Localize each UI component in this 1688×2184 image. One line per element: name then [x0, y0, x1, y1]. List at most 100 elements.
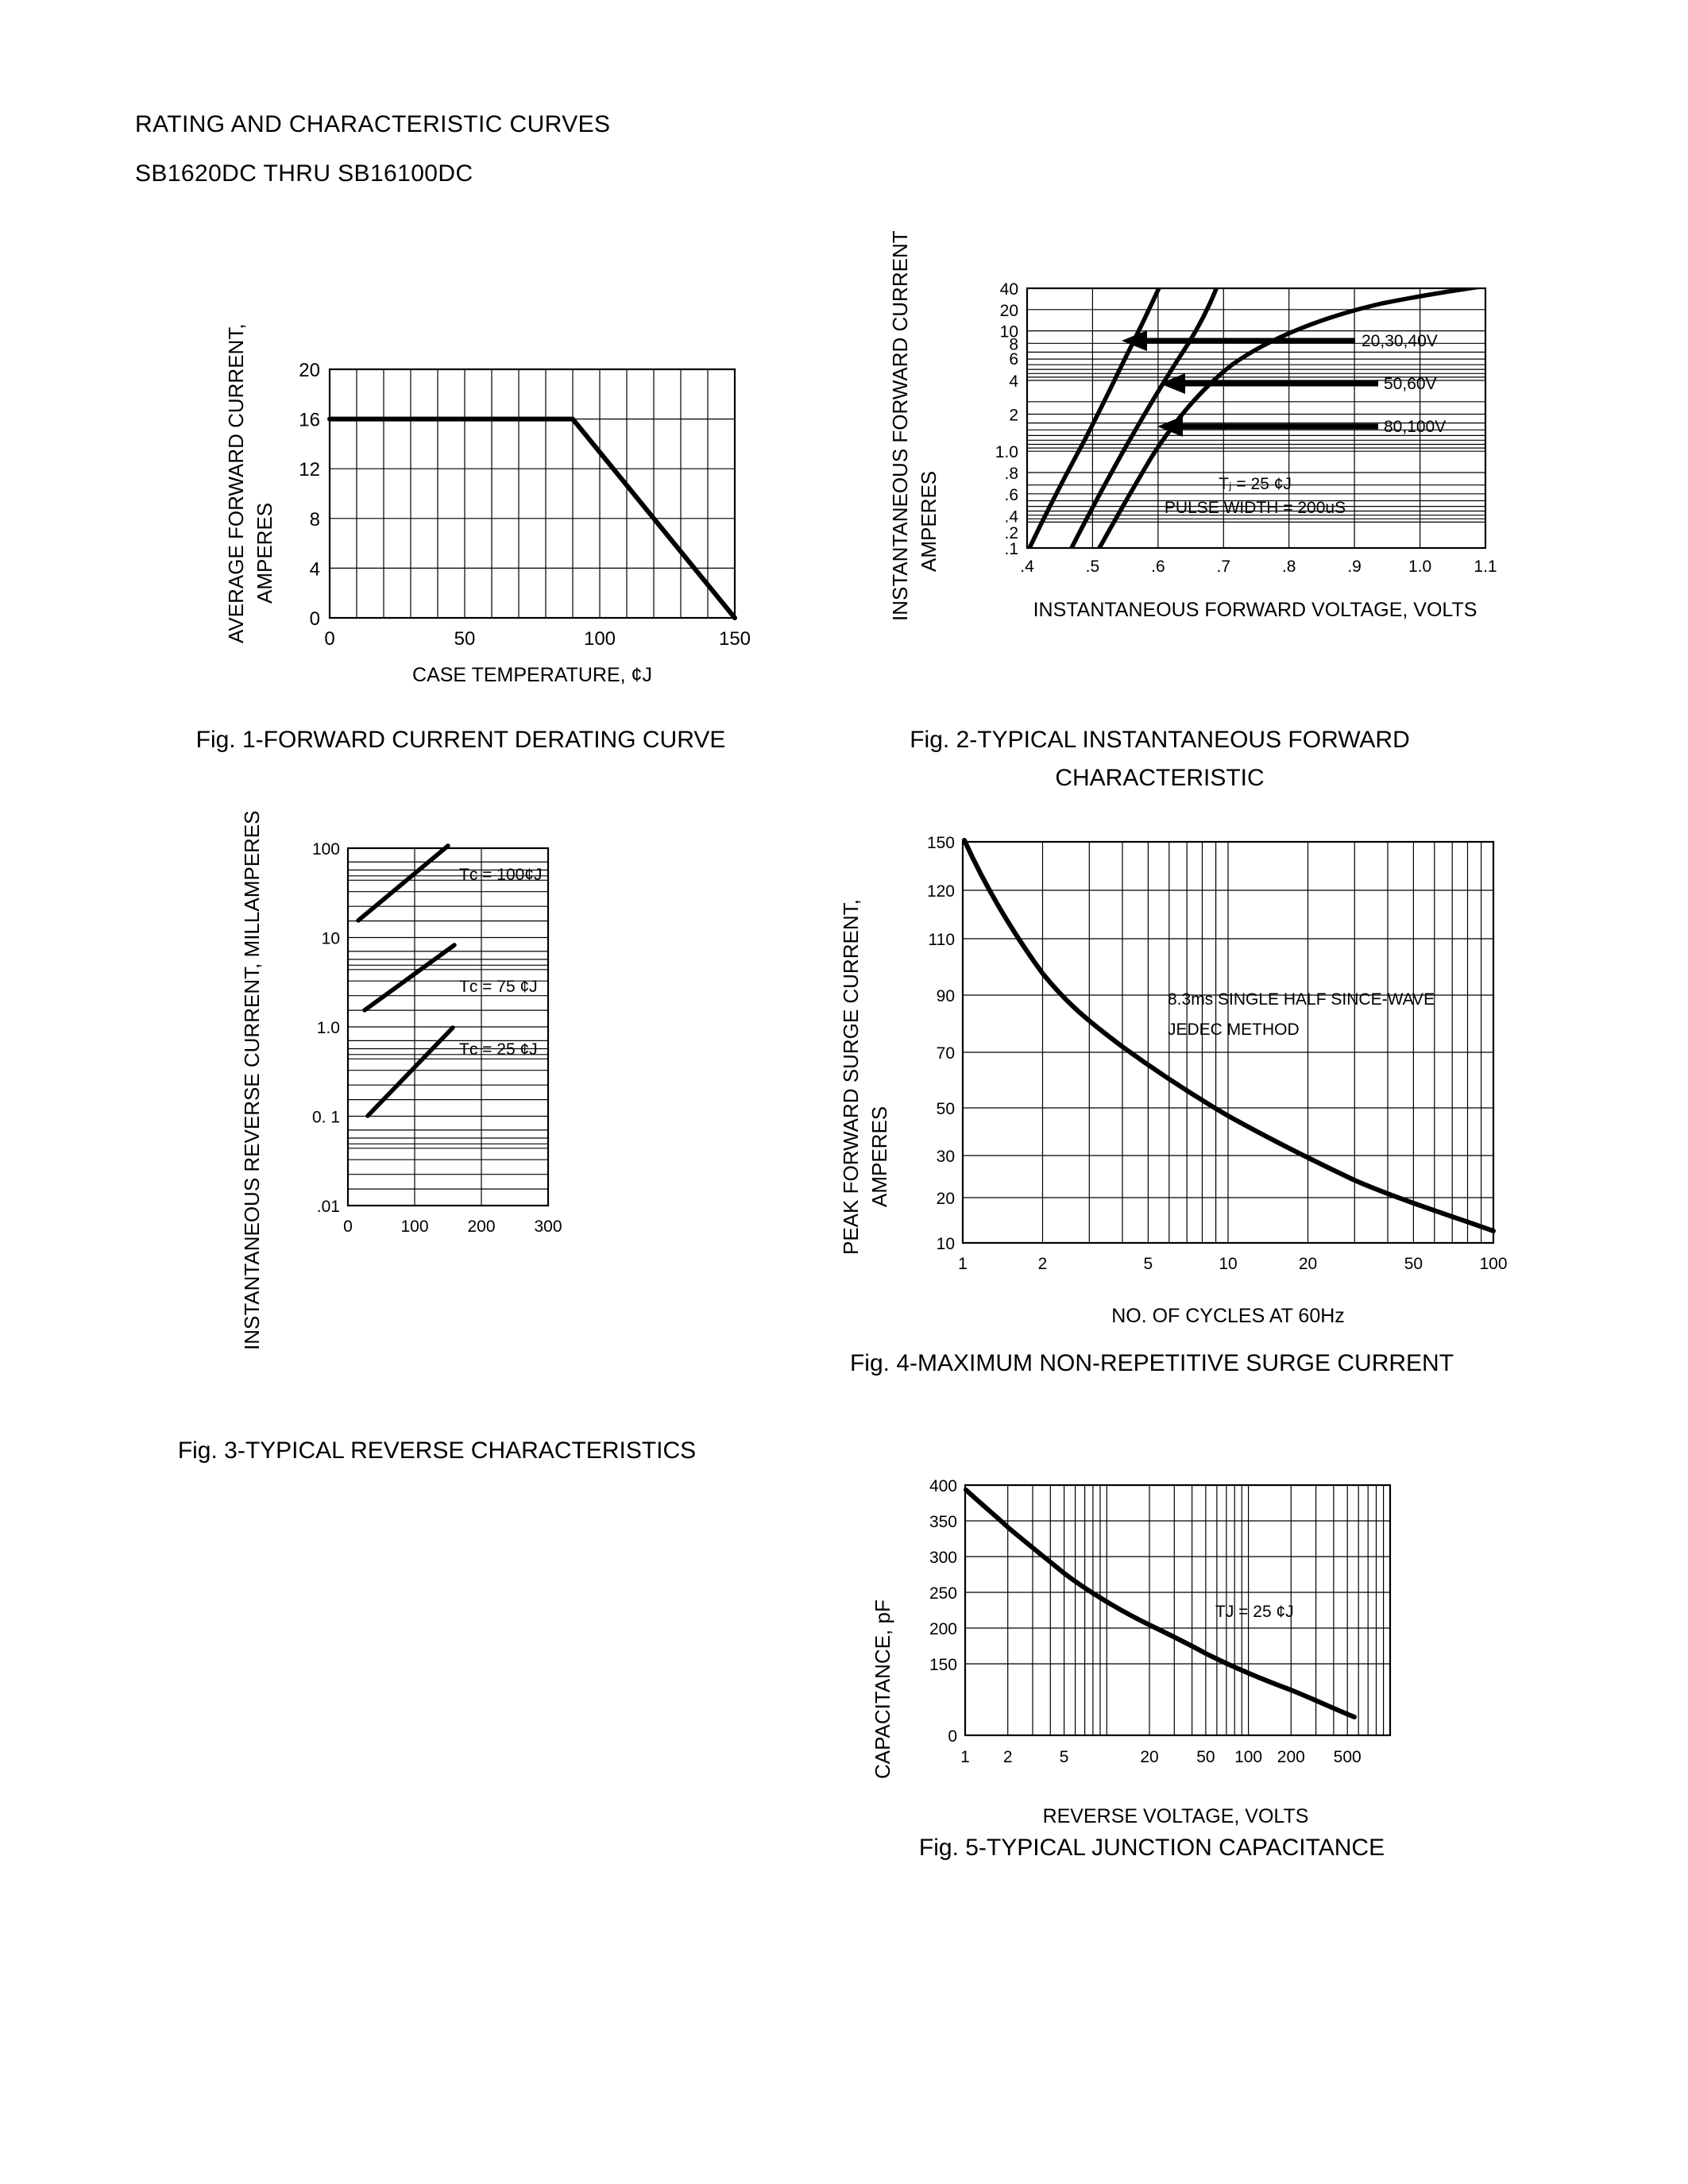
figure-1: AVERAGE FORWARD CURRENT, AMPERES 20 16 1…	[214, 302, 771, 686]
fig5-anno-tj: TJ = 25 ¢J	[1215, 1603, 1294, 1621]
fig5-xtick-2: 2	[1003, 1748, 1013, 1766]
fig4-anno-line1: 8.3ms SINGLE HALF SINCE-WAVE	[1168, 990, 1435, 1009]
fig1-ylabel-line1: AVERAGE FORWARD CURRENT,	[224, 323, 248, 643]
fig4-ytick-90: 90	[937, 987, 955, 1005]
fig5-grid	[964, 1484, 1391, 1736]
figure-4: PEAK FORWARD SURGE CURRENT, AMPERES	[826, 810, 1525, 1327]
fig3-xtick-0: 0	[343, 1217, 353, 1236]
fig4-xtick-100: 100	[1479, 1255, 1507, 1273]
fig2-xtick-.6: .6	[1151, 558, 1165, 576]
fig4-xtick-2: 2	[1038, 1255, 1048, 1273]
fig5-xtick-5: 5	[1060, 1748, 1069, 1766]
fig1-xtick-0: 0	[324, 628, 334, 650]
fig2-ytick-40: 40	[1000, 280, 1018, 299]
fig4-xtick-5: 5	[1144, 1255, 1153, 1273]
fig4-ylabel-line2: AMPERES	[867, 1106, 891, 1207]
fig4-xtick-1: 1	[958, 1255, 968, 1273]
caption-fig3: Fig. 3-TYPICAL REVERSE CHARACTERISTICS	[177, 1437, 697, 1464]
fig1-curve	[327, 416, 737, 620]
fig4-ytick-150: 150	[927, 834, 955, 852]
fig2-anno-tj: Tⱼ = 25 ¢J	[1219, 475, 1292, 493]
caption-fig1: Fig. 1-FORWARD CURRENT DERATING CURVE	[195, 727, 726, 753]
fig1-xtick-50: 50	[454, 628, 476, 650]
fig5-curve	[964, 1488, 1357, 1719]
figure-5: CAPACITANCE, pF	[858, 1461, 1414, 1835]
fig2-ytick-.6: .6	[1004, 486, 1018, 504]
fig3-ytick-0.1: 0. 1	[312, 1109, 340, 1127]
fig5-ytick-150: 150	[929, 1656, 957, 1674]
fig2-anno-pulse-width: PULSE WIDTH = 200uS	[1165, 499, 1346, 517]
fig2-ylabel-line2: AMPERES	[917, 471, 941, 572]
fig2-xtick-1.1: 1.1	[1474, 558, 1497, 576]
fig2-curve-20-30-40v	[1027, 288, 1161, 548]
fig5-xtick-1: 1	[960, 1748, 970, 1766]
figure-2: INSTANTANEOUS FORWARD CURRENT AMPERES	[882, 230, 1517, 667]
fig1-ytick-4: 4	[310, 558, 320, 580]
fig4-ytick-70: 70	[937, 1044, 955, 1063]
fig2-ytick-4: 4	[1009, 372, 1018, 391]
fig3-label-100c: Tᴄ = 100¢J	[459, 866, 542, 884]
fig4-y-axis-label: PEAK FORWARD SURGE CURRENT, AMPERES	[839, 899, 891, 1255]
fig2-xtick-.5: .5	[1086, 558, 1100, 576]
fig2-ytick-6: 6	[1009, 350, 1018, 369]
fig3-xtick-200: 200	[467, 1217, 495, 1236]
fig2-xtick-.7: .7	[1217, 558, 1231, 576]
fig1-ylabel-line2: AMPERES	[253, 503, 276, 604]
fig2-curve-50-60v	[1069, 288, 1219, 548]
page-title: RATING AND CHARACTERISTIC CURVES	[135, 111, 611, 137]
fig4-ytick-10: 10	[937, 1235, 955, 1253]
fig4-ytick-50: 50	[937, 1100, 955, 1118]
fig2-anno-label-2: 50,60V	[1384, 375, 1437, 393]
fig5-ylabel: CAPACITANCE, pF	[871, 1599, 894, 1779]
fig5-xtick-20: 20	[1140, 1748, 1158, 1766]
fig4-ytick-120: 120	[927, 882, 955, 901]
fig2-ytick-2: 2	[1009, 407, 1018, 425]
fig3-label-75c: Tᴄ = 75 ¢J	[459, 978, 538, 996]
fig5-ytick-400: 400	[929, 1477, 957, 1495]
fig1-ytick-20: 20	[299, 360, 320, 381]
fig2-ytick-.8: .8	[1004, 465, 1018, 483]
fig3-ytick-.01: .01	[317, 1198, 340, 1216]
fig1-grid	[329, 369, 736, 619]
fig4-grid	[962, 841, 1494, 1244]
caption-fig5: Fig. 5-TYPICAL JUNCTION CAPACITANCE	[918, 1835, 1385, 1861]
fig1-ytick-0: 0	[310, 608, 320, 630]
fig2-ytick-8: 8	[1009, 335, 1018, 353]
fig3-xtick-100: 100	[400, 1217, 428, 1236]
fig2-annotation-80-100v: 80,100V	[1157, 416, 1446, 437]
fig2-anno-label-3: 80,100V	[1384, 418, 1446, 436]
fig4-anno-line2: JEDEC METHOD	[1168, 1021, 1300, 1039]
fig1-xlabel: CASE TEMPERATURE, ¢J	[412, 664, 652, 686]
fig2-annotation-20-30-40v: 20,30,40V	[1122, 330, 1438, 351]
fig3-curve-75c	[362, 943, 457, 1013]
fig5-ytick-250: 250	[929, 1584, 957, 1603]
fig5-ytick-300: 300	[929, 1549, 957, 1567]
fig3-curve-25c	[365, 1025, 455, 1118]
fig5-xtick-50: 50	[1196, 1748, 1215, 1766]
fig5-xtick-500: 500	[1334, 1748, 1362, 1766]
fig4-xtick-20: 20	[1299, 1255, 1317, 1273]
fig3-xtick-300: 300	[534, 1217, 562, 1236]
fig4-curve	[962, 838, 1496, 1233]
fig3-curve-100c	[356, 843, 450, 923]
fig4-ytick-20: 20	[937, 1190, 955, 1208]
fig5-xtick-100: 100	[1234, 1748, 1262, 1766]
fig4-ytick-30: 30	[937, 1148, 955, 1166]
figure-3: INSTANTANEOUS REVERSE CURRENT, MILLAMPER…	[230, 811, 596, 1390]
fig2-anno-label-1: 20,30,40V	[1362, 332, 1438, 350]
fig2-curve-80-100v	[1097, 288, 1485, 548]
fig2-y-axis-label: INSTANTANEOUS FORWARD CURRENT AMPERES	[888, 230, 941, 621]
fig3-ytick-100: 100	[312, 840, 340, 859]
caption-fig2-line1: Fig. 2-TYPICAL INSTANTANEOUS FORWARD	[910, 727, 1410, 753]
fig1-xtick-150: 150	[719, 628, 751, 650]
fig2-ytick-10: 10	[1000, 323, 1018, 341]
fig2-xtick-.4: .4	[1020, 558, 1034, 576]
fig3-ytick-1.0: 1.0	[317, 1019, 340, 1037]
fig5-xtick-200: 200	[1277, 1748, 1305, 1766]
fig2-ytick-20: 20	[1000, 302, 1018, 320]
fig1-ytick-12: 12	[299, 459, 320, 480]
fig2-annotation-50-60v: 50,60V	[1160, 373, 1437, 394]
fig2-ytick-.1: .1	[1004, 540, 1018, 558]
caption-fig2-line2: CHARACTERISTIC	[1055, 765, 1265, 791]
fig4-xtick-10: 10	[1219, 1255, 1237, 1273]
